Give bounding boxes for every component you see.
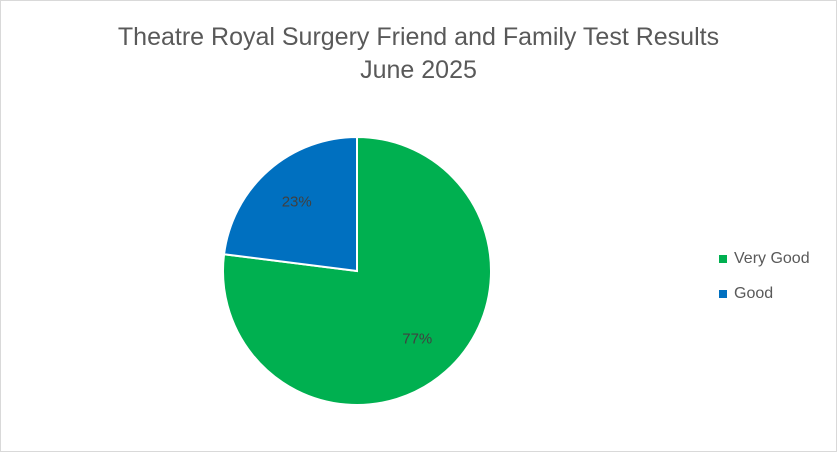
- legend-label-good: Good: [734, 284, 774, 302]
- legend-item-good: Good: [719, 276, 829, 311]
- chart-title: Theatre Royal Surgery Friend and Family …: [1, 21, 836, 87]
- data-label-very-good: 77%: [402, 330, 432, 347]
- legend-swatch-good: [719, 289, 727, 298]
- legend: Very Good Good: [719, 241, 829, 311]
- legend-item-very-good: Very Good: [719, 241, 829, 276]
- pie-slice-good: [222, 135, 358, 273]
- legend-label-very-good: Very Good: [734, 249, 810, 267]
- legend-swatch-very-good: [719, 254, 727, 263]
- chart-title-line1: Theatre Royal Surgery Friend and Family …: [117, 23, 720, 51]
- chart-title-line2: June 2025: [360, 56, 477, 84]
- data-label-good: 23%: [282, 194, 312, 211]
